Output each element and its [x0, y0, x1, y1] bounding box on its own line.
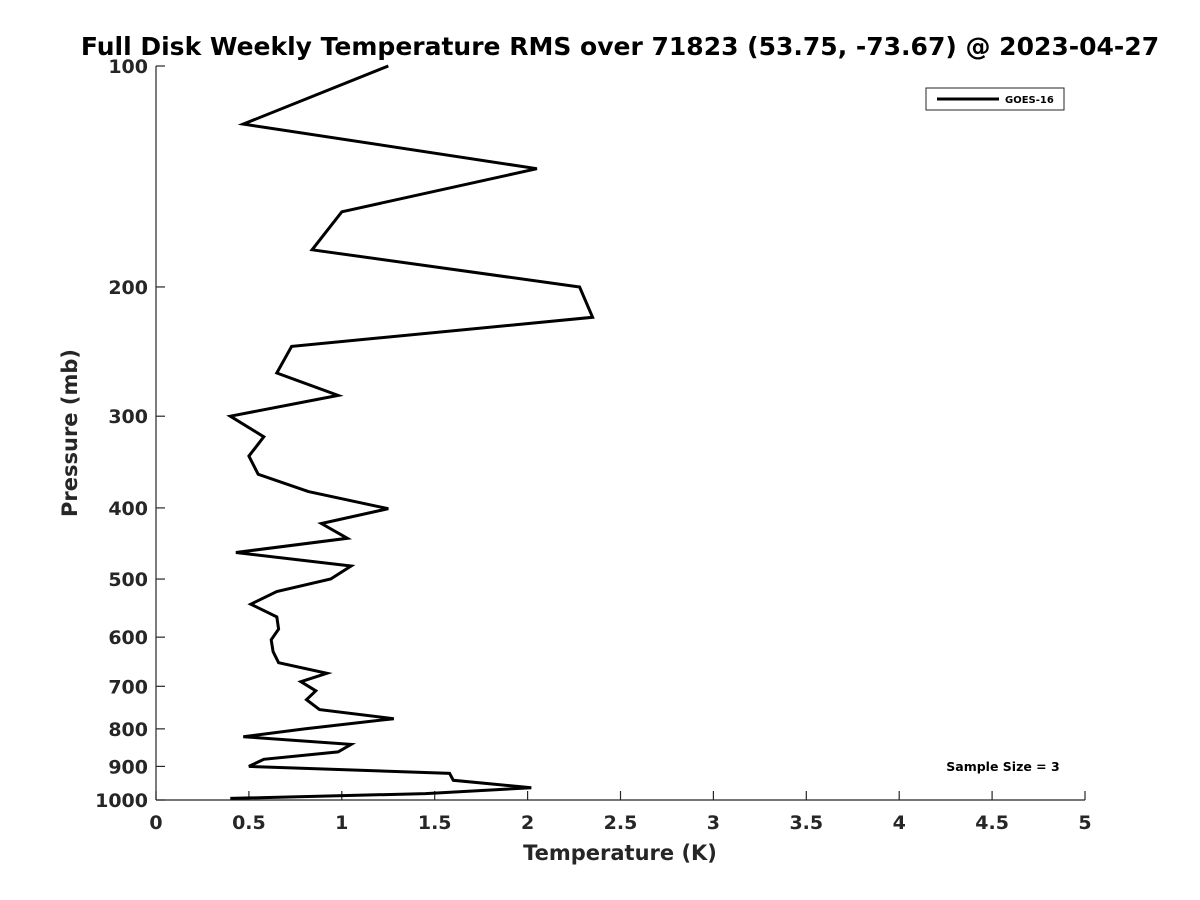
y-tick-label: 600 — [108, 627, 148, 649]
legend-label: GOES-16 — [1005, 95, 1054, 106]
y-axis-label: Pressure (mb) — [58, 349, 82, 517]
y-tick-label: 500 — [108, 569, 148, 591]
x-tick-label: 3 — [707, 812, 720, 834]
y-tick-label: 900 — [108, 756, 148, 778]
y-tick-label: 400 — [108, 498, 148, 520]
y-tick-label: 300 — [108, 406, 148, 428]
x-tick-label: 3.5 — [789, 812, 823, 834]
series-line-goes-16 — [226, 64, 595, 800]
x-tick-label: 5 — [1078, 812, 1091, 834]
chart-title: Full Disk Weekly Temperature RMS over 71… — [81, 32, 1159, 61]
y-tick-label: 100 — [108, 56, 148, 78]
x-tick-label: 2.5 — [604, 812, 638, 834]
x-tick-label: 4 — [893, 812, 906, 834]
y-tick-label: 800 — [108, 719, 148, 741]
y-axis-ticks: 100 200 300 400 500 600 700 800 900 1000 — [95, 56, 165, 812]
y-tick-label: 700 — [108, 676, 148, 698]
series-layer — [226, 64, 595, 800]
sample-size-annotation: Sample Size = 3 — [946, 759, 1059, 774]
x-axis-label: Temperature (K) — [523, 841, 717, 865]
x-tick-label: 1 — [335, 812, 348, 834]
y-tick-label: 1000 — [95, 790, 148, 812]
legend: GOES-16 — [925, 87, 1065, 111]
x-tick-label: 4.5 — [975, 812, 1009, 834]
y-tick-label: 200 — [108, 277, 148, 299]
x-tick-label: 0 — [149, 812, 162, 834]
x-tick-label: 1.5 — [418, 812, 452, 834]
x-tick-label: 0.5 — [232, 812, 266, 834]
x-axis-ticks: 0 0.5 1 1.5 2 2.5 3 3.5 4 4.5 5 — [149, 791, 1092, 834]
x-tick-label: 2 — [521, 812, 534, 834]
